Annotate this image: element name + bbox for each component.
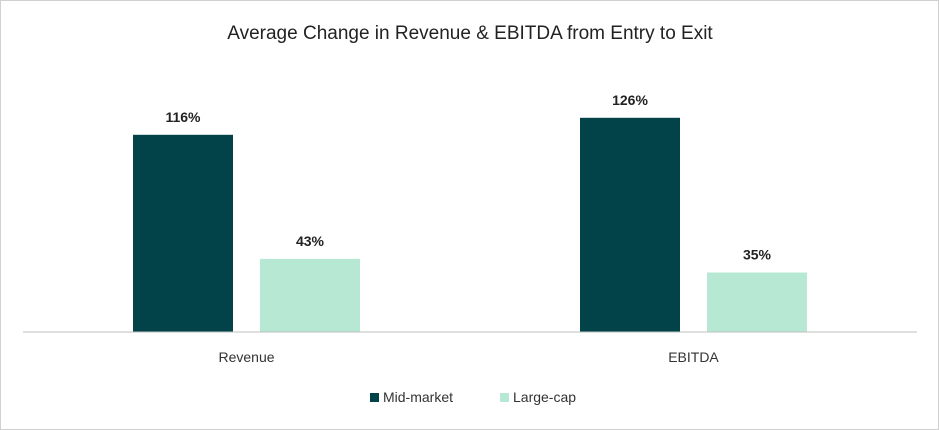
category-label-revenue: Revenue xyxy=(218,349,274,365)
bar-large-cap-ebitda xyxy=(707,272,807,332)
bars-layer xyxy=(133,117,807,332)
data-label-mid-market-revenue: 116% xyxy=(165,109,201,125)
data-label-large-cap-ebitda: 35% xyxy=(743,247,772,263)
legend-label-large-cap: Large-cap xyxy=(513,389,576,405)
data-label-large-cap-revenue: 43% xyxy=(296,233,325,249)
category-label-ebitda: EBITDA xyxy=(668,349,719,365)
legend-label-mid-market: Mid-market xyxy=(383,389,453,405)
legend-swatch-mid-market xyxy=(370,393,379,402)
legend: Mid-market Large-cap xyxy=(370,389,576,405)
bar-mid-market-ebitda xyxy=(580,117,680,332)
data-label-mid-market-ebitda: 126% xyxy=(612,92,648,108)
labels-layer: 116% 43% Revenue 126% 35% EBITDA xyxy=(165,92,771,365)
chart-title: Average Change in Revenue & EBITDA from … xyxy=(227,23,713,44)
bar-large-cap-revenue xyxy=(260,258,360,332)
legend-swatch-large-cap xyxy=(500,393,509,402)
bar-mid-market-revenue xyxy=(133,134,233,332)
